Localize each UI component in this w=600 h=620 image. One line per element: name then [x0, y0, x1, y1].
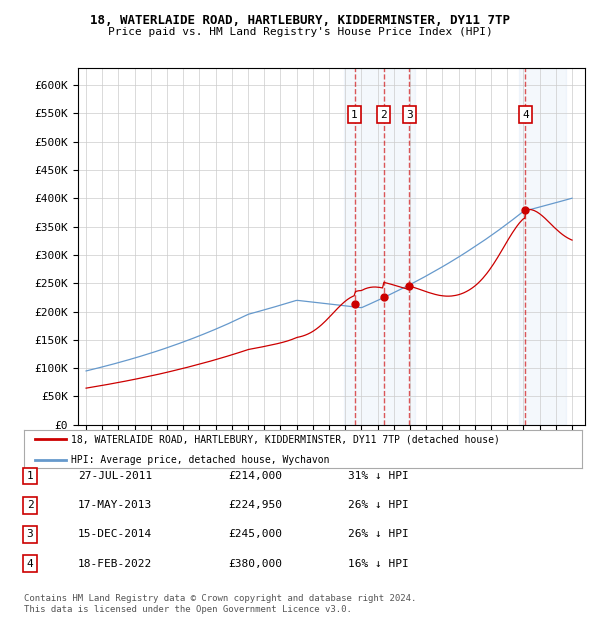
Text: 1: 1 [26, 471, 34, 481]
Text: £214,000: £214,000 [228, 471, 282, 481]
Text: 4: 4 [26, 559, 34, 569]
Text: 18, WATERLAIDE ROAD, HARTLEBURY, KIDDERMINSTER, DY11 7TP: 18, WATERLAIDE ROAD, HARTLEBURY, KIDDERM… [90, 14, 510, 27]
Text: 27-JUL-2011: 27-JUL-2011 [78, 471, 152, 481]
Text: 17-MAY-2013: 17-MAY-2013 [78, 500, 152, 510]
Text: 4: 4 [522, 110, 529, 120]
Text: 18, WATERLAIDE ROAD, HARTLEBURY, KIDDERMINSTER, DY11 7TP (detached house): 18, WATERLAIDE ROAD, HARTLEBURY, KIDDERM… [71, 434, 500, 445]
Bar [344, 68, 415, 425]
Text: 3: 3 [406, 110, 413, 120]
Text: £245,000: £245,000 [228, 529, 282, 539]
Text: 31% ↓ HPI: 31% ↓ HPI [348, 471, 409, 481]
Text: 3: 3 [26, 529, 34, 539]
Text: 1: 1 [351, 110, 358, 120]
Bar [518, 68, 566, 425]
Text: HPI: Average price, detached house, Wychavon: HPI: Average price, detached house, Wych… [71, 454, 330, 464]
Text: 26% ↓ HPI: 26% ↓ HPI [348, 529, 409, 539]
Text: £224,950: £224,950 [228, 500, 282, 510]
Text: 18-FEB-2022: 18-FEB-2022 [78, 559, 152, 569]
Text: Contains HM Land Registry data © Crown copyright and database right 2024.
This d: Contains HM Land Registry data © Crown c… [24, 595, 416, 614]
Text: £380,000: £380,000 [228, 559, 282, 569]
Text: 2: 2 [380, 110, 387, 120]
Text: 2: 2 [26, 500, 34, 510]
Text: 15-DEC-2014: 15-DEC-2014 [78, 529, 152, 539]
Text: 16% ↓ HPI: 16% ↓ HPI [348, 559, 409, 569]
Text: Price paid vs. HM Land Registry's House Price Index (HPI): Price paid vs. HM Land Registry's House … [107, 27, 493, 37]
Text: 26% ↓ HPI: 26% ↓ HPI [348, 500, 409, 510]
